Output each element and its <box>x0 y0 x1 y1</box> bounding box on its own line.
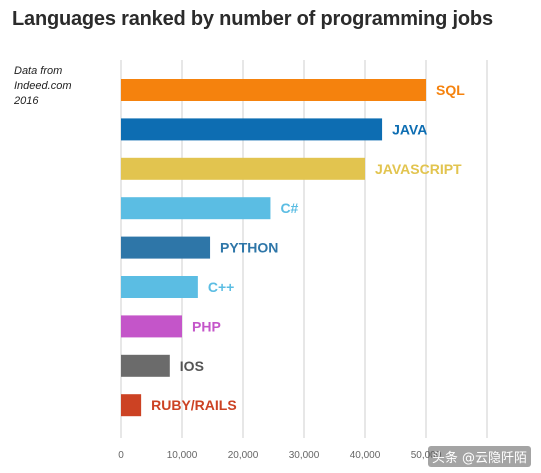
source-note: Data from Indeed.com 2016 <box>14 65 72 107</box>
bar-sql <box>121 79 426 101</box>
bar-label-python: PYTHON <box>220 240 278 256</box>
bar-label-ios: IOS <box>180 358 204 374</box>
x-axis-ticks: 0 10,000 20,000 30,000 40,000 50,000 <box>118 450 442 461</box>
bar-label-java: JAVA <box>392 121 427 137</box>
bar-javascript <box>121 157 365 180</box>
watermark: 头条 @云隐阡陌 <box>427 446 531 467</box>
bar-c <box>121 197 271 220</box>
bar-java <box>121 118 383 141</box>
bar-label-c: C# <box>280 200 298 216</box>
x-tick-label: 10,000 <box>167 450 198 461</box>
bars <box>121 79 426 417</box>
bar-php <box>121 315 182 338</box>
bar-label-sql: SQL <box>436 82 465 98</box>
bar-label-javascript: JAVASCRIPT <box>375 161 462 177</box>
x-tick-label: 40,000 <box>350 450 381 461</box>
page-title: Languages ranked by number of programmin… <box>12 8 493 30</box>
bar-label-php: PHP <box>192 318 221 334</box>
bar-ios <box>121 354 170 377</box>
bar-label-ruby-rails: RUBY/RAILS <box>151 397 237 413</box>
bar-ruby-rails <box>121 394 142 417</box>
x-tick-label: 50,000 <box>411 450 442 461</box>
x-tick-label: 0 <box>118 450 124 461</box>
x-tick-label: 30,000 <box>289 450 320 461</box>
bar-label-c: C++ <box>208 279 234 295</box>
bar-labels: SQL JAVA JAVASCRIPT C# PYTHON C++ PHP IOS RUBY/R… <box>151 82 465 413</box>
bar-c <box>121 276 198 298</box>
x-tick-label: 20,000 <box>228 450 259 461</box>
bar-python <box>121 236 211 259</box>
